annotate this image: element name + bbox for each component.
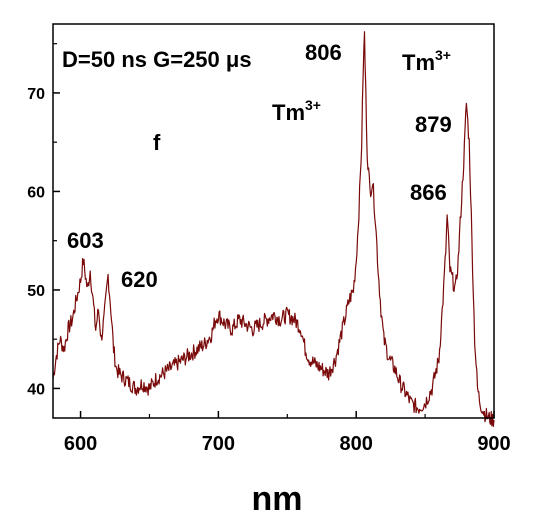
- x-tick-label: 700: [202, 433, 235, 455]
- plot-frame: [52, 23, 495, 419]
- annotation-header: D=50 ns G=250 μs: [62, 47, 252, 72]
- annotation-620: 620: [121, 267, 158, 292]
- annotation-panel-letter: f: [153, 130, 161, 155]
- x-axis-label: nm: [252, 480, 303, 518]
- annotation-ion-mid: Tm3+: [272, 97, 321, 125]
- annotations: D=50 ns G=250 μs 806 Tm3+ Tm3+ 879 866 f 603 620: [62, 40, 452, 292]
- annotation-879: 879: [415, 112, 452, 137]
- annotation-806: 806: [305, 40, 342, 65]
- x-tick-label: 900: [477, 433, 510, 455]
- annotation-866: 866: [410, 180, 447, 205]
- annotation-603: 603: [67, 228, 104, 253]
- y-tick-label: 50: [27, 283, 45, 300]
- y-tick-label: 40: [27, 381, 45, 398]
- x-tick-label: 600: [64, 433, 97, 455]
- y-tick-label: 60: [27, 184, 45, 201]
- x-tick-label: 800: [340, 433, 373, 455]
- axis-ticks: 600 700 800 900 40 50 60 70: [27, 43, 511, 455]
- series-line-emission: [52, 31, 495, 428]
- annotation-ion-right: Tm3+: [402, 47, 451, 75]
- y-tick-label: 70: [27, 86, 45, 103]
